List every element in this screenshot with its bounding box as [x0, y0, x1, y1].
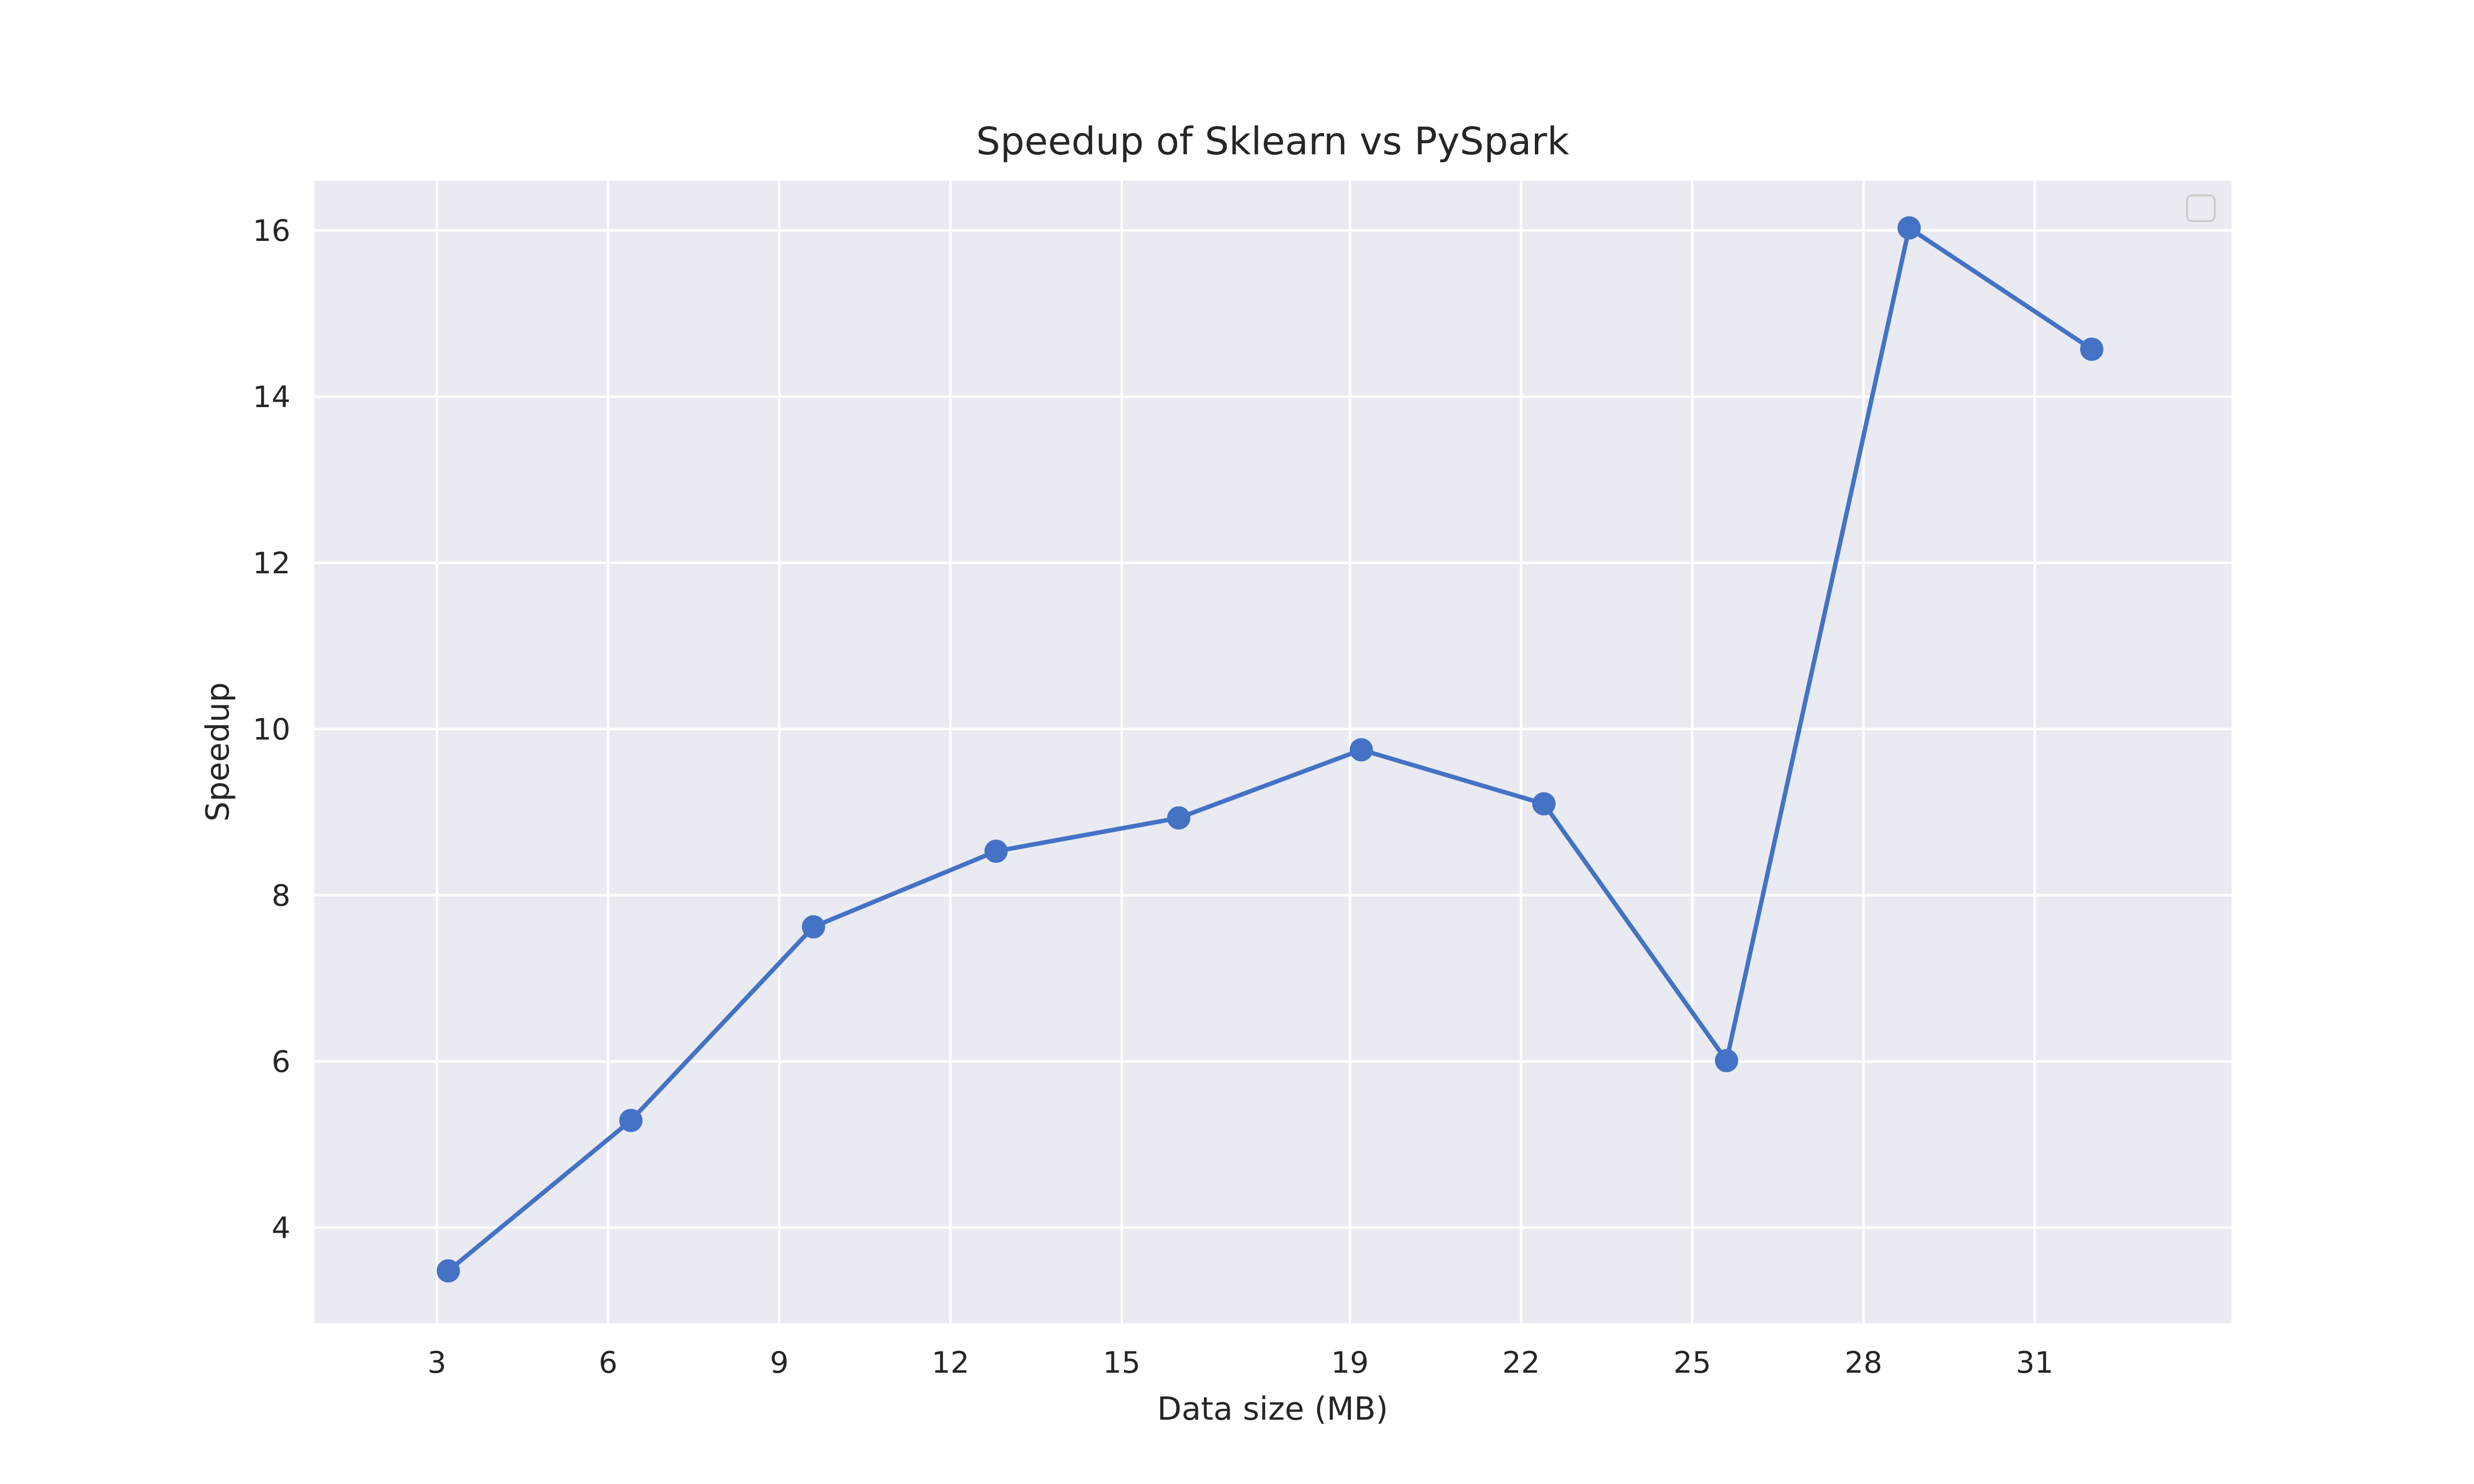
y-tick-label: 16: [253, 214, 290, 248]
data-point: [619, 1109, 643, 1132]
y-tick-label: 12: [253, 546, 290, 581]
x-tick-label: 15: [1103, 1345, 1141, 1380]
chart-title: Speedup of Sklearn vs PySpark: [976, 120, 1570, 164]
series-line: [446, 226, 2094, 1273]
data-point: [2080, 337, 2103, 361]
y-tick-label: 10: [253, 712, 290, 747]
data-point: [1349, 738, 1373, 762]
y-tick-label: 6: [272, 1045, 290, 1079]
y-tick-label: 14: [253, 380, 290, 415]
data-point: [984, 839, 1008, 863]
data-point: [1897, 216, 1921, 240]
x-tick-label: 6: [599, 1345, 618, 1380]
y-tick-label: 8: [272, 879, 290, 913]
data-point: [1714, 1049, 1738, 1072]
series-layer: [436, 216, 2103, 1283]
x-tick-label: 12: [932, 1345, 969, 1380]
data-point: [1167, 806, 1190, 830]
x-tick-label: 9: [770, 1345, 789, 1380]
legend: [2186, 194, 2216, 222]
tick-labels: 3 6 9 12 15 19 22 25 28 31 4 6 8 10 12 14 16: [253, 214, 2054, 1380]
y-axis-label: Speedup: [200, 682, 237, 822]
legend-box: [2186, 194, 2216, 222]
x-tick-label: 25: [1673, 1345, 1711, 1380]
x-tick-label: 28: [1845, 1345, 1882, 1380]
y-tick-label: 4: [272, 1211, 290, 1246]
data-point: [436, 1259, 460, 1283]
x-tick-label: 19: [1331, 1345, 1369, 1380]
x-tick-label: 3: [428, 1345, 446, 1380]
x-axis-label: Data size (MB): [1157, 1391, 1388, 1428]
data-point: [1532, 792, 1556, 816]
grid-lines: [314, 181, 2232, 1323]
data-point: [802, 915, 825, 939]
x-tick-label: 22: [1502, 1345, 1540, 1380]
plot-area: [314, 181, 2232, 1323]
x-tick-label: 31: [2016, 1345, 2053, 1380]
